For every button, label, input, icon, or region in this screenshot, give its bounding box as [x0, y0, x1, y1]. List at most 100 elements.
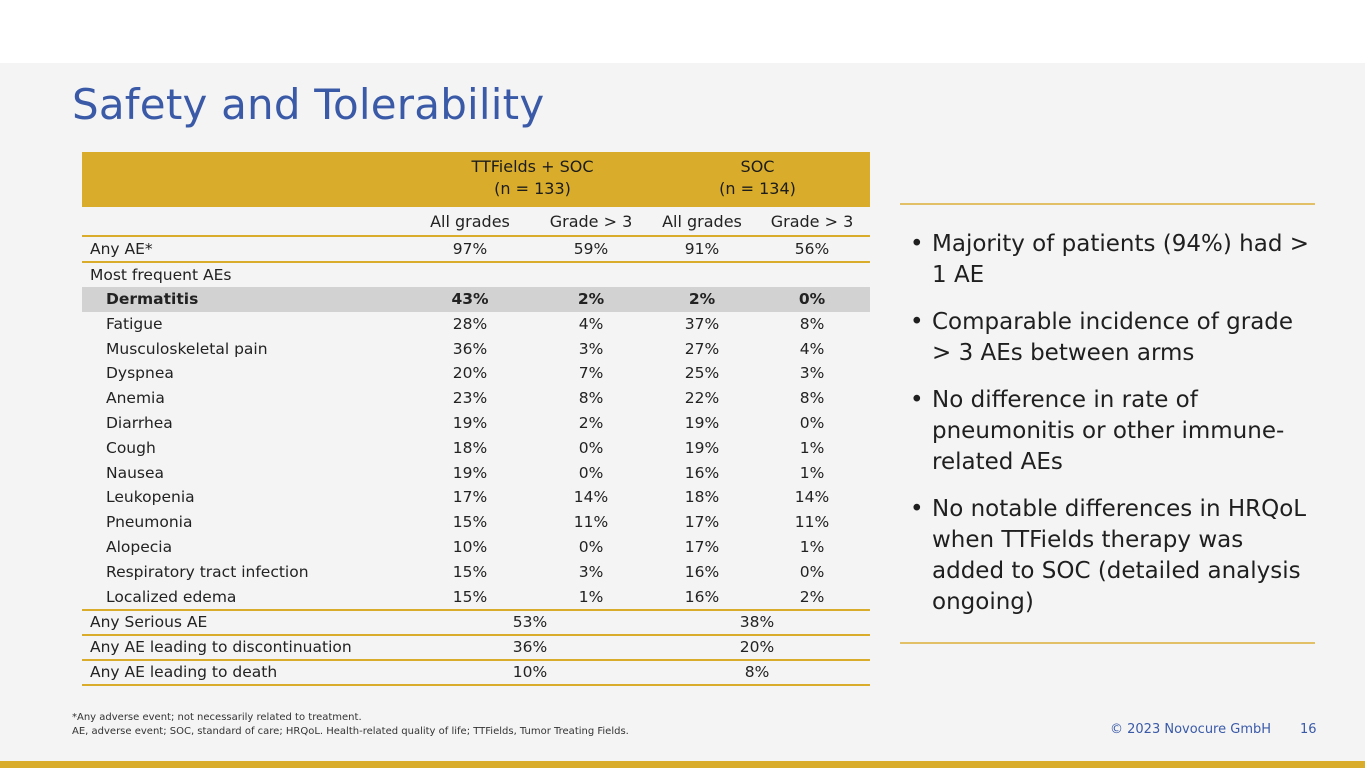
- cell: 8%: [799, 314, 825, 333]
- cell: 3%: [578, 339, 604, 358]
- cell: 15%: [452, 562, 488, 581]
- section-row: Most frequent AEs: [82, 263, 870, 287]
- bullet-item: • Comparable incidence of grade > 3 AEs b…: [900, 307, 1315, 369]
- copyright: © 2023 Novocure GmbH: [1110, 722, 1272, 737]
- row-label: Fatigue: [106, 314, 163, 333]
- cell: 56%: [794, 240, 830, 258]
- cell: 59%: [573, 240, 609, 258]
- table-row: Musculoskeletal pain 36% 3% 27% 4%: [82, 337, 870, 362]
- bullet-icon: •: [910, 496, 924, 522]
- page-title: Safety and Tolerability: [72, 80, 545, 129]
- cell: 16%: [684, 562, 720, 581]
- row-label: Musculoskeletal pain: [106, 339, 268, 358]
- cell: 17%: [452, 488, 488, 507]
- row-label: Any AE*: [90, 240, 153, 258]
- row-label: Dermatitis: [106, 290, 199, 308]
- cell: 3%: [799, 364, 825, 383]
- footnote-any-ae: *Any adverse event; not necessarily rela…: [72, 712, 362, 723]
- cell: 2%: [688, 290, 716, 308]
- cell: 27%: [684, 339, 720, 358]
- cell: 2%: [799, 587, 825, 606]
- group-ttfields-soc: TTFields + SOC (n = 133): [435, 156, 630, 200]
- cell: 11%: [573, 513, 609, 532]
- cell: 36%: [452, 339, 488, 358]
- row-label: Nausea: [106, 463, 165, 482]
- cell: 10%: [452, 537, 488, 556]
- col-all-grades: All grades: [430, 212, 510, 231]
- cell: 20%: [452, 364, 488, 383]
- footnote-abbreviations: AE, adverse event; SOC, standard of care…: [72, 726, 629, 737]
- top-band: [0, 0, 1365, 63]
- table-row: Localized edema 15% 1% 16% 2%: [82, 585, 870, 610]
- table-row: Anemia 23% 8% 22% 8%: [82, 386, 870, 411]
- cell: 8%: [578, 389, 604, 408]
- cell: 37%: [684, 314, 720, 333]
- group-soc: SOC (n = 134): [660, 156, 855, 200]
- cell: 22%: [684, 389, 720, 408]
- row-label: Leukopenia: [106, 488, 195, 507]
- cell: 1%: [578, 587, 604, 606]
- cell: 19%: [684, 413, 720, 432]
- row-label: Any Serious AE: [90, 613, 208, 632]
- table-row: Diarrhea 19% 2% 19% 0%: [82, 411, 870, 436]
- cell: 36%: [512, 638, 548, 657]
- cell: 8%: [799, 389, 825, 408]
- col-grade-3: Grade > 3: [549, 212, 633, 231]
- bottom-band: [0, 761, 1365, 768]
- bullet-icon: •: [910, 309, 924, 335]
- cell: 16%: [684, 587, 720, 606]
- cell: 0%: [578, 438, 604, 457]
- cell: 20%: [739, 638, 775, 657]
- cell: 17%: [684, 513, 720, 532]
- group-n: (n = 133): [494, 179, 571, 198]
- cell: 28%: [452, 314, 488, 333]
- cell: 16%: [684, 463, 720, 482]
- bullet-item: • Majority of patients (94%) had > 1 AE: [900, 229, 1315, 291]
- table-row-serious-ae: Any Serious AE 53% 38%: [82, 609, 870, 634]
- group-title: TTFields + SOC: [471, 157, 594, 176]
- col-all-grades: All grades: [662, 212, 742, 231]
- cell: 7%: [578, 364, 604, 383]
- table-row: Alopecia 10% 0% 17% 1%: [82, 535, 870, 560]
- cell: 1%: [799, 463, 825, 482]
- table-row: Leukopenia 17% 14% 18% 14%: [82, 485, 870, 510]
- row-label: Cough: [106, 438, 156, 457]
- table-row-death: Any AE leading to death 10% 8%: [82, 659, 870, 687]
- cell: 4%: [799, 339, 825, 358]
- cell: 3%: [578, 562, 604, 581]
- cell: 0%: [798, 290, 826, 308]
- cell: 38%: [739, 613, 775, 632]
- cell: 17%: [684, 537, 720, 556]
- cell: 4%: [578, 314, 604, 333]
- cell: 2%: [578, 413, 604, 432]
- cell: 15%: [452, 513, 488, 532]
- table-row-discontinuation: Any AE leading to discontinuation 36% 20…: [82, 634, 870, 659]
- cell: 25%: [684, 364, 720, 383]
- bullet-text: No difference in rate of pneumonitis or …: [932, 387, 1285, 475]
- cell: 0%: [799, 413, 825, 432]
- row-label: Pneumonia: [106, 513, 193, 532]
- cell: 19%: [452, 463, 488, 482]
- cell: 14%: [573, 488, 609, 507]
- cell: 1%: [799, 537, 825, 556]
- cell: 97%: [452, 240, 488, 258]
- row-label: Dyspnea: [106, 364, 174, 383]
- row-label: Diarrhea: [106, 413, 173, 432]
- cell: 1%: [799, 438, 825, 457]
- table-row: Nausea 19% 0% 16% 1%: [82, 461, 870, 486]
- section-label: Most frequent AEs: [90, 266, 232, 284]
- cell: 19%: [684, 438, 720, 457]
- cell: 10%: [512, 663, 548, 682]
- cell: 0%: [578, 463, 604, 482]
- row-label: Respiratory tract infection: [106, 562, 309, 581]
- table-row: Dyspnea 20% 7% 25% 3%: [82, 361, 870, 386]
- footnotes: *Any adverse event; not necessarily rela…: [72, 711, 629, 739]
- bullet-text: Comparable incidence of grade > 3 AEs be…: [932, 309, 1294, 366]
- bullet-icon: •: [910, 387, 924, 413]
- bullet-item: • No notable differences in HRQoL when TT…: [900, 494, 1315, 618]
- bullet-item: • No difference in rate of pneumonitis or…: [900, 385, 1315, 478]
- col-grade-3: Grade > 3: [770, 212, 854, 231]
- table-row-any-ae: Any AE* 97% 59% 91% 56%: [82, 237, 870, 263]
- cell: 8%: [744, 663, 770, 682]
- key-points-box: • Majority of patients (94%) had > 1 AE • C…: [900, 203, 1315, 644]
